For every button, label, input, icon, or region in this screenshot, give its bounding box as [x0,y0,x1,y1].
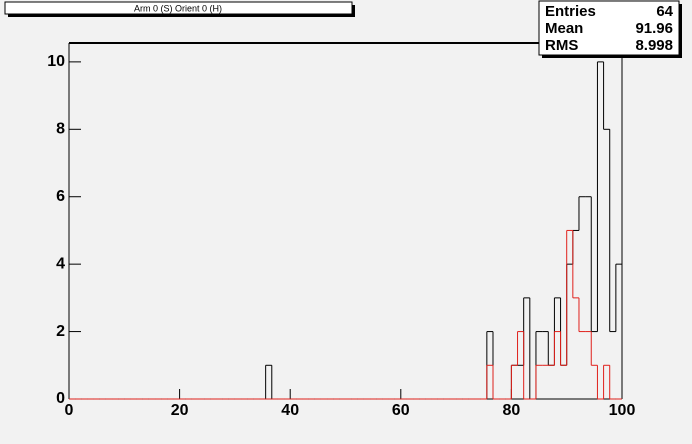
y-tick-label: 8 [56,121,65,138]
stats-box [538,0,680,56]
y-tick-label: 10 [47,53,65,70]
y-tick-label: 4 [56,255,65,272]
chart-title: Arm 0 (S) Orient 0 (H) [134,3,222,13]
x-tick-label: 80 [503,402,521,419]
x-tick-label: 40 [281,402,299,419]
y-tick-label: 2 [56,323,65,340]
stat-label: Entries [545,3,596,20]
y-tick-label: 6 [56,188,65,205]
x-tick-label: 20 [171,402,189,419]
stat-value: 8.998 [635,37,673,54]
y-tick-label: 0 [56,390,65,407]
x-tick-label: 60 [392,402,410,419]
stat-value: 91.96 [635,20,673,37]
x-tick-label: 0 [65,402,74,419]
stat-label: Mean [545,20,583,37]
title-box [4,1,353,15]
stats: Entries 64 Mean 91.96 RMS 8.998 [545,3,674,54]
x-tick-label: 100 [609,402,636,419]
stat-value: 64 [656,3,673,20]
stat-label: RMS [545,37,578,54]
